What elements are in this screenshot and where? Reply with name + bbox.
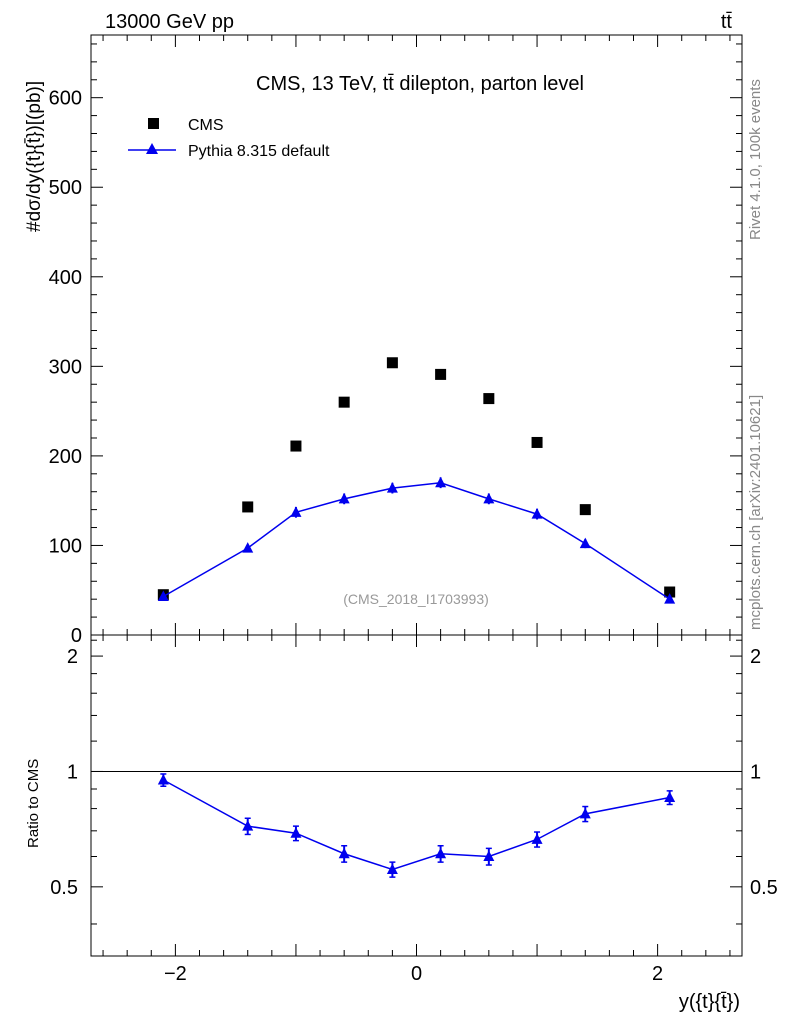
y-tick-label: 400 [49, 267, 82, 289]
ratio-point [338, 847, 350, 859]
ratio-point [290, 827, 302, 838]
pythia-point [338, 492, 350, 504]
pythia-point [531, 508, 543, 519]
pythia-point [435, 476, 447, 488]
ratio-point [435, 847, 447, 859]
y-tick-label: 600 [49, 88, 82, 110]
ratio-tick-label: 1 [750, 761, 761, 783]
ratio-point [579, 807, 591, 819]
y-tick-label: 500 [49, 177, 82, 199]
pythia-point [483, 492, 495, 504]
x-tick-label: 2 [652, 963, 663, 985]
cms-point [664, 586, 676, 598]
ratio-point [483, 850, 495, 861]
ratio-tick-label: 1 [67, 761, 78, 783]
axis-ticks [91, 35, 742, 956]
ratio-tick-label: 0.5 [50, 877, 78, 899]
y-tick-label: 100 [49, 535, 82, 557]
ratio-tick-label: 0.5 [750, 877, 778, 899]
legend-cms-marker [148, 118, 159, 129]
cms-point [242, 501, 254, 513]
cms-point [386, 357, 398, 369]
pythia-point [157, 590, 169, 601]
cms-point [579, 504, 591, 516]
rivet-version-label: Rivet 4.1.0, 100k events [747, 79, 764, 240]
pythia-line [162, 481, 671, 600]
legend-pythia-marker [146, 143, 158, 154]
y-tick-label: 300 [49, 356, 82, 378]
analysis-label: (CMS_2018_I1703993) [343, 591, 489, 607]
ratio-line [162, 779, 670, 871]
x-tick-label: −2 [164, 963, 187, 985]
pythia-point [386, 482, 398, 493]
pythia-point [664, 593, 676, 604]
data-marks [157, 357, 676, 878]
ratio-point [157, 773, 169, 785]
pythia-point [579, 537, 591, 549]
chart-title: CMS, 13 TeV, tt̄ dilepton, parton level [256, 73, 584, 95]
ratio-panel-frame [90, 634, 743, 957]
ratio-point [664, 791, 676, 803]
source-label: mcplots.cern.ch [arXiv:2401.10621] [747, 395, 764, 630]
ratio-point [386, 863, 398, 874]
process-label: tt̄ [721, 11, 733, 33]
pythia-point [290, 506, 302, 517]
y-tick-label: 0 [71, 625, 82, 647]
y-tick-label: 200 [49, 446, 82, 468]
legend-pythia-label: Pythia 8.315 default [188, 143, 330, 160]
ratio-point [531, 833, 543, 844]
x-axis-label: y({t}{t̄}) [679, 991, 740, 1013]
ratio-point [242, 820, 254, 831]
y-axis-label: #dσ/dy({t}{t̄})[(pb)] [24, 81, 45, 232]
ratio-tick-label: 2 [750, 646, 761, 668]
legend-cms-label: CMS [188, 117, 224, 134]
energy-label: 13000 GeV pp [105, 11, 234, 33]
pythia-point [242, 542, 254, 553]
legend: CMS Pythia 8.315 default [128, 117, 330, 160]
cms-point [435, 368, 447, 380]
x-tick-label: 0 [411, 963, 422, 985]
cms-point [531, 436, 543, 448]
ratio-y-axis-label: Ratio to CMS [25, 759, 42, 848]
cms-point [483, 393, 495, 405]
ratio-tick-label: 2 [67, 646, 78, 668]
cms-point [290, 440, 302, 452]
cms-point [338, 396, 350, 408]
